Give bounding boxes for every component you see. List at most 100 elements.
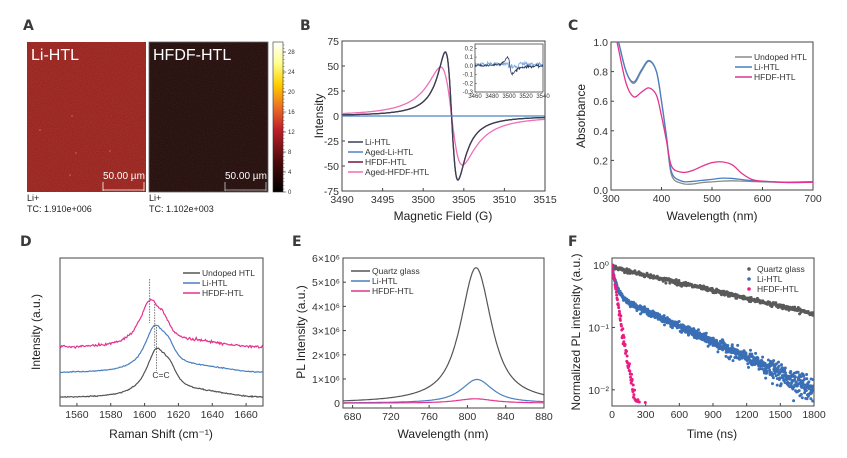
data-point — [617, 306, 621, 310]
y-tick-label: 3×10⁶ — [312, 326, 340, 338]
data-point — [614, 290, 618, 294]
y-tick-label: 0.4 — [593, 126, 608, 138]
y-tick-label: 10⁰ — [593, 260, 610, 272]
image-title-hfdf-htl: HFDF-HTL — [153, 47, 231, 64]
data-point — [812, 386, 814, 390]
y-tick-label: 0 — [333, 111, 339, 123]
x-tick-label: 1640 — [201, 409, 225, 421]
data-point — [811, 389, 814, 393]
image-hfdf-htl: HFDF-HTL 50.00 µm Li+ TC: 1.102e+003 — [148, 41, 269, 214]
data-point — [613, 279, 617, 283]
series-line-li-htl — [342, 51, 545, 181]
y-tick-label: 0 — [334, 398, 340, 410]
y-tick-label: 0.8 — [593, 67, 608, 79]
data-point — [783, 366, 787, 370]
colorbar-tick-label: 0 — [288, 190, 292, 196]
data-point — [631, 383, 635, 387]
x-tick-label: 880 — [535, 411, 553, 423]
x-tick-label: 3495 — [371, 194, 395, 206]
series-line — [59, 347, 264, 399]
colorbar-tick-label: 20 — [288, 90, 295, 96]
legend-label: Li-HTL — [757, 274, 783, 284]
data-point — [677, 279, 681, 282]
colorbar-gradient — [272, 41, 284, 193]
panel-label-a: A — [23, 18, 34, 34]
x-tick-label: 1600 — [133, 409, 157, 421]
data-point — [779, 382, 783, 386]
data-point — [629, 381, 633, 385]
data-point — [615, 298, 619, 302]
y-axis-label: Normalized PL intensity (a.u.) — [569, 254, 583, 411]
colorbar-tick-label: 28 — [288, 50, 295, 56]
data-point — [805, 377, 809, 381]
panel-label-f: F — [568, 234, 578, 250]
data-point — [675, 283, 679, 287]
legend-label: Quartz glass — [757, 264, 805, 274]
data-point — [738, 357, 741, 361]
data-point — [612, 269, 615, 273]
data-point — [794, 380, 798, 384]
panel-d: D Intensity (a.u.) Raman Shift (cm⁻¹) 15… — [20, 234, 264, 441]
bright-spot — [75, 152, 77, 154]
legend-label: Li-HTL — [372, 276, 398, 286]
data-point — [782, 378, 786, 382]
data-point — [670, 326, 674, 330]
legend-label: Li-HTL — [754, 62, 780, 72]
x-tick-label: 1800 — [802, 409, 826, 421]
data-point — [805, 373, 809, 376]
y-tick-label: 2×10⁶ — [312, 350, 340, 362]
data-point — [616, 303, 620, 307]
data-point — [792, 399, 796, 403]
x-tick-label: 0 — [609, 409, 615, 421]
x-tick-label: 3510 — [493, 194, 517, 206]
data-point — [636, 398, 640, 402]
y-tick-label: 4×10⁶ — [312, 301, 340, 313]
scale-bar-label: 50.00 µm — [225, 171, 267, 182]
x-tick-label: 840 — [497, 411, 515, 423]
map-noise-texture — [149, 42, 268, 192]
data-point — [802, 374, 806, 378]
data-point — [784, 371, 787, 375]
data-point — [630, 377, 634, 381]
x-tick-label: 1500 — [769, 409, 793, 421]
x-tick-label: 400 — [653, 193, 671, 205]
legend-label: HFDF-HTL — [365, 157, 407, 167]
bright-spot — [71, 115, 73, 117]
legend-marker — [747, 277, 751, 281]
series-line — [343, 267, 545, 402]
ion-label: Li+ — [149, 193, 161, 203]
data-point — [776, 368, 780, 371]
data-point — [727, 357, 731, 361]
legend-label: HFDF-HTL — [757, 284, 799, 294]
data-point — [612, 277, 616, 280]
data-point — [674, 278, 678, 282]
x-axis-label: Magnetic Field (G) — [394, 209, 493, 223]
data-point — [764, 376, 768, 380]
y-axis-label: Intensity (a.u.) — [29, 294, 43, 370]
legend-label: Undoped HTL — [754, 52, 807, 62]
panel-label-c: C — [568, 18, 578, 34]
plot-frame — [342, 257, 545, 409]
data-point — [665, 316, 669, 320]
inset-y-tick-label: -0.2 — [463, 81, 474, 87]
data-point — [778, 376, 782, 380]
y-tick-label: 1×10⁶ — [312, 374, 340, 386]
x-tick-label: 500 — [703, 193, 721, 205]
panel-a: A Li-HTL 50.00 µm Li+ TC: 1.910e+006 HFD… — [23, 18, 295, 214]
series-line-aged-hfdf-htl — [342, 66, 545, 166]
data-point — [617, 287, 620, 291]
data-point — [811, 378, 814, 382]
image-frame — [148, 41, 269, 193]
legend-label: Li-HTL — [202, 278, 228, 288]
data-point — [766, 358, 770, 362]
data-point — [612, 264, 614, 268]
data-point — [771, 376, 775, 380]
data-point — [807, 387, 811, 391]
x-tick-label: 720 — [382, 411, 400, 423]
annotation-label: C=C — [152, 370, 169, 380]
x-tick-label: 700 — [804, 193, 822, 205]
data-point — [643, 401, 647, 404]
data-point — [615, 293, 619, 297]
data-point — [625, 267, 629, 271]
data-point — [619, 324, 623, 328]
